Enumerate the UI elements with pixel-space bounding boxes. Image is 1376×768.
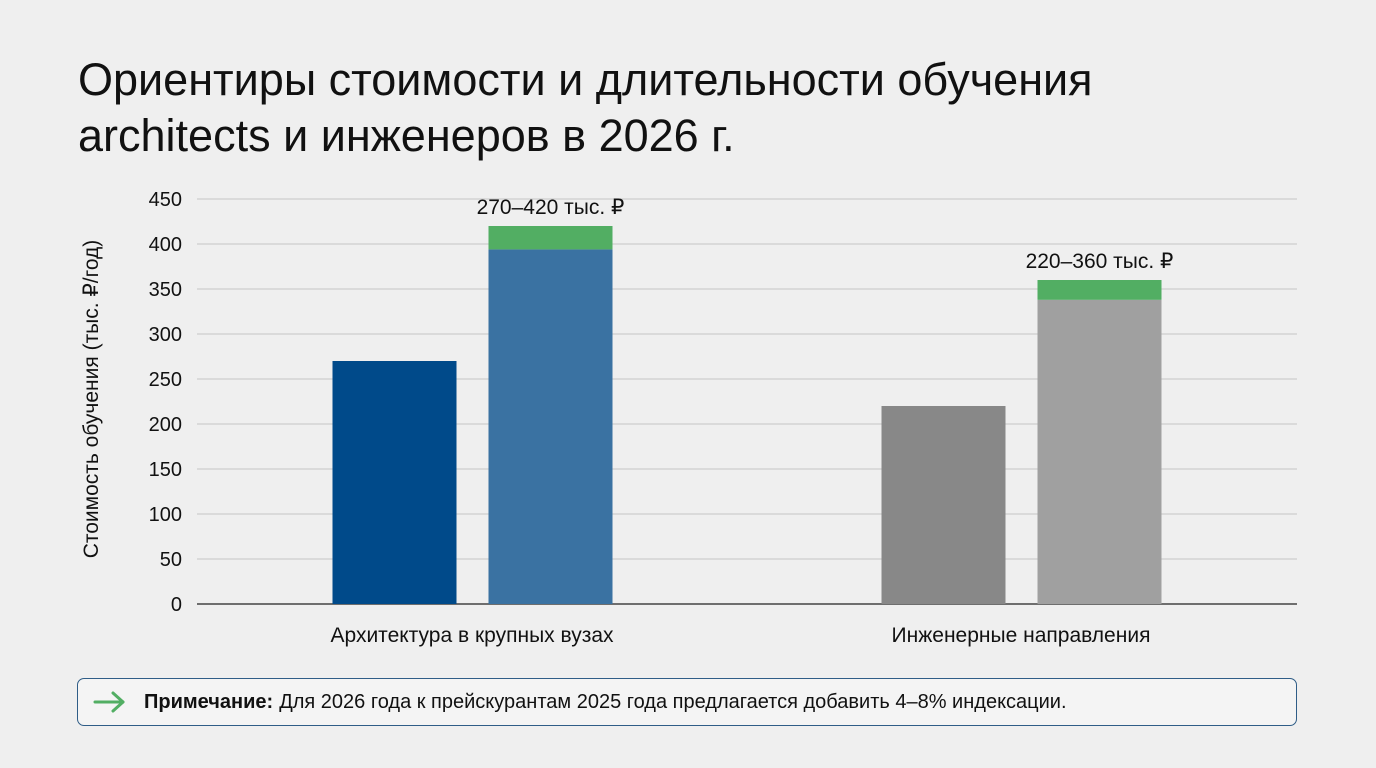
y-tick-label: 400	[149, 234, 182, 256]
y-tick-label: 0	[171, 594, 182, 616]
bar-min	[332, 361, 457, 604]
page-title: Ориентиры стоимости и длительности обуче…	[78, 54, 1093, 161]
bar-max	[1037, 299, 1162, 604]
y-tick-label: 350	[149, 279, 182, 301]
note-box: Примечание: Для 2026 года к прейскуранта…	[77, 678, 1297, 726]
bar-max	[488, 249, 613, 604]
y-tick-label: 300	[149, 324, 182, 346]
y-tick-label: 50	[160, 549, 182, 571]
bar-indexation	[488, 226, 613, 250]
y-tick-label: 200	[149, 414, 182, 436]
note-text: Для 2026 года к прейскурантам 2025 года …	[279, 690, 1067, 713]
data-label: 220–360 тыс. ₽	[1026, 250, 1174, 273]
data-label: 270–420 тыс. ₽	[477, 196, 625, 219]
y-tick-label: 250	[149, 369, 182, 391]
arrow-right-icon	[92, 690, 128, 714]
y-axis-label: Стоимость обучения (тыс. ₽/год)	[80, 240, 103, 559]
y-tick-label: 100	[149, 504, 182, 526]
cost-chart: 0 50 100 150 200 250 300 350 400 450 Стоимость обу…	[80, 189, 1297, 647]
note-label: Примечание:	[144, 690, 274, 713]
x-tick-label: Инженерные направления	[892, 624, 1151, 647]
y-tick-label: 450	[149, 189, 182, 211]
bar-min	[881, 406, 1006, 604]
bar-indexation	[1037, 280, 1162, 300]
y-tick-label: 150	[149, 459, 182, 481]
x-tick-label: Архитектура в крупных вузах	[331, 624, 614, 647]
